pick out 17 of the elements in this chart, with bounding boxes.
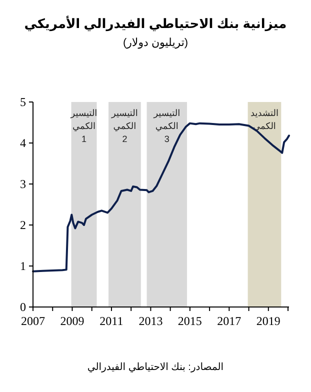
x-tick-label: 2017 [217,314,242,328]
x-tick-label: 2013 [138,314,163,328]
x-tick-label: 2015 [178,314,202,328]
x-tick-label: 2009 [60,314,84,328]
line-series [32,122,290,272]
y-tick-label: 5 [20,95,26,109]
y-tick-label: 3 [20,177,26,191]
y-tick-label: 0 [20,300,26,314]
chart-subtitle: (تريليون دولار) [122,37,188,49]
text: المصادر: بنك الاحتياطي الفيدرالي [87,362,224,373]
x-tick-label: 2007 [21,314,45,328]
y-tick-label: 1 [20,259,26,273]
x-tick-label: 2019 [256,314,280,328]
x-tick-label: 2011 [100,314,124,328]
chart-title: ميزانية بنك الاحتياطي الفيدرالي الأمريكي [24,15,287,32]
y-tick-label: 2 [20,218,26,232]
y-tick-label: 4 [20,136,26,150]
